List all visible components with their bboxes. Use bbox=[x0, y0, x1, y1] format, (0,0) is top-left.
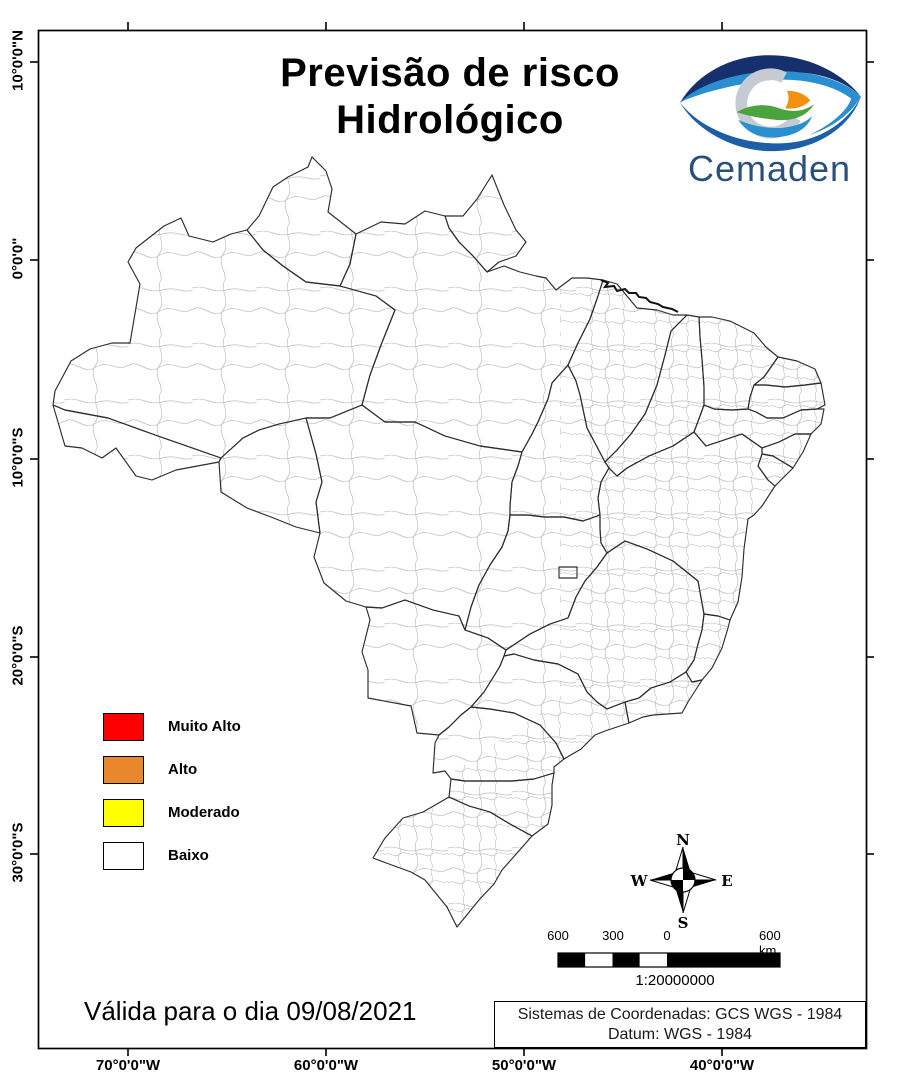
legend-swatch bbox=[103, 712, 144, 741]
compass-rose: N E S W bbox=[630, 831, 736, 932]
scale-outline bbox=[557, 952, 781, 968]
scale-segment bbox=[558, 953, 586, 967]
scale-bar-graphic bbox=[557, 952, 781, 968]
cemaden-eye-icon bbox=[680, 55, 861, 152]
north-arrow-icon bbox=[649, 846, 717, 914]
lat-axis-label: 10°0'0"S bbox=[9, 427, 27, 488]
compass-n-label: N bbox=[676, 831, 690, 849]
scale-number: 300 bbox=[602, 928, 624, 943]
state-border-RS bbox=[372, 796, 533, 928]
page-title-line1: Previsão de risco bbox=[280, 51, 620, 95]
legend-swatch bbox=[103, 798, 144, 827]
compass-e-label: E bbox=[721, 872, 733, 890]
legend-swatch bbox=[103, 841, 144, 870]
legend-label: Moderado bbox=[168, 804, 240, 821]
lat-axis-label: 0°0'0" bbox=[9, 237, 27, 280]
scale-segment bbox=[585, 953, 613, 967]
state-border-AP bbox=[444, 174, 527, 273]
scale-segment bbox=[612, 953, 640, 967]
scale-number: 600 bbox=[547, 928, 569, 943]
lat-axis-label: 30°0'0"S bbox=[9, 822, 27, 883]
lon-axis-label: 70°0'0"W bbox=[95, 1057, 161, 1074]
lat-axis-label: 10°0'0"N bbox=[9, 30, 27, 91]
legend-swatch bbox=[103, 755, 144, 784]
page-title: Previsão de risco Hidrológico bbox=[200, 50, 700, 144]
scale-segment bbox=[639, 953, 667, 967]
cemaden-logo-text: Cemaden bbox=[687, 148, 852, 189]
page-title-line2: Hidrológico bbox=[336, 97, 564, 142]
coordinate-system-text: Sistemas de Coordenadas: GCS WGS - 1984 bbox=[517, 1005, 843, 1023]
compass-w-label: W bbox=[630, 872, 648, 890]
legend-row-muito-alto: Muito Alto bbox=[103, 712, 241, 741]
legend-label: Alto bbox=[168, 761, 198, 778]
map-frame bbox=[37, 29, 868, 1050]
scale-number: 600 km bbox=[759, 928, 781, 958]
cemaden-logo: Cemaden bbox=[672, 48, 867, 198]
datum-box: Sistemas de Coordenadas: GCS WGS - 1984 … bbox=[494, 1001, 866, 1048]
lat-axis-label: 20°0'0"S bbox=[9, 625, 27, 686]
legend-label: Baixo bbox=[168, 847, 209, 864]
scale-bar: 1:20000000 600 300 0 600 km bbox=[540, 928, 810, 993]
legend-row-alto: Alto bbox=[103, 755, 197, 784]
state-border-TO bbox=[509, 364, 610, 522]
compass-s-label: S bbox=[677, 914, 689, 932]
lon-axis-label: 40°0'0"W bbox=[689, 1057, 755, 1074]
lon-axis-label: 60°0'0"W bbox=[293, 1057, 359, 1074]
state-border-RO bbox=[218, 417, 323, 534]
datum-text: Datum: WGS - 1984 bbox=[607, 1025, 753, 1043]
scale-ratio: 1:20000000 bbox=[635, 972, 715, 989]
rugged-coast-detail bbox=[600, 279, 679, 313]
state-border-DF bbox=[558, 566, 578, 579]
legend-label: Muito Alto bbox=[168, 718, 241, 735]
scale-number: 0 bbox=[663, 928, 671, 943]
validity-text: Válida para o dia 09/08/2021 bbox=[84, 996, 417, 1026]
state-border-RR bbox=[246, 156, 357, 287]
legend-row-moderado: Moderado bbox=[103, 798, 240, 827]
legend-row-baixo: Baixo bbox=[103, 841, 209, 870]
scale-segment bbox=[667, 953, 780, 967]
lon-axis-label: 50°0'0"W bbox=[491, 1057, 557, 1074]
